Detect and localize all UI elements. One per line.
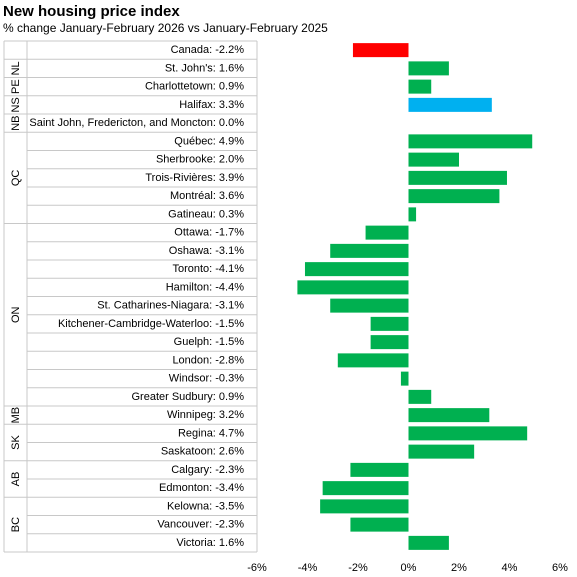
bar bbox=[337, 353, 409, 368]
group-label-mb: MB bbox=[10, 407, 22, 424]
category-label: Hamilton: -4.4% bbox=[166, 281, 244, 293]
category-label: Regina: 4.7% bbox=[178, 427, 244, 439]
category-label: St. Catharines-Niagara: -3.1% bbox=[97, 300, 244, 312]
bar bbox=[322, 481, 409, 496]
bar bbox=[408, 189, 500, 204]
x-tick-label: 2% bbox=[451, 562, 467, 574]
category-label: Greater Sudbury: 0.9% bbox=[131, 391, 244, 403]
category-label: Gatineau: 0.3% bbox=[168, 208, 244, 220]
bar bbox=[297, 280, 409, 295]
category-label: Victoria: 1.6% bbox=[176, 537, 244, 549]
row-separators bbox=[3, 40, 258, 553]
bar bbox=[408, 408, 490, 423]
category-label: Edmonton: -3.4% bbox=[159, 482, 244, 494]
bar bbox=[408, 170, 507, 185]
category-label: Sherbrooke: 2.0% bbox=[156, 154, 244, 166]
group-label-pe: PE bbox=[10, 79, 22, 94]
category-labels: Canada: -2.2% St. John's: 1.6% Charlotteto… bbox=[29, 44, 244, 549]
bar bbox=[408, 389, 432, 404]
bar bbox=[350, 462, 409, 477]
category-label: Halifax: 3.3% bbox=[179, 99, 244, 111]
category-label: Winnipeg: 3.2% bbox=[167, 409, 244, 421]
group-label-bc: BC bbox=[10, 517, 22, 532]
bar bbox=[330, 243, 409, 258]
x-tick-label: 6% bbox=[552, 562, 568, 574]
x-tick-label: -4% bbox=[298, 562, 318, 574]
category-label: Calgary: -2.3% bbox=[171, 464, 244, 476]
x-tick-label: -6% bbox=[247, 562, 267, 574]
x-tick-label: 4% bbox=[502, 562, 518, 574]
bar bbox=[370, 316, 409, 331]
province-group-labels: NL PE NS NB QC ON MB SK AB BC bbox=[10, 61, 22, 532]
category-label: Saskatoon: 2.6% bbox=[161, 446, 244, 458]
category-label: London: -2.8% bbox=[172, 354, 244, 366]
bar bbox=[408, 426, 528, 441]
bar bbox=[408, 61, 449, 76]
bar bbox=[408, 134, 533, 149]
group-label-nb: NB bbox=[10, 115, 22, 130]
group-label-ab: AB bbox=[10, 472, 22, 487]
group-label-sk: SK bbox=[10, 435, 22, 450]
bar bbox=[320, 499, 409, 514]
bar bbox=[350, 517, 409, 532]
bar bbox=[408, 152, 459, 167]
bar bbox=[304, 262, 409, 277]
category-label: Windsor: -0.3% bbox=[169, 373, 244, 385]
bar bbox=[330, 298, 409, 313]
category-label: Oshawa: -3.1% bbox=[169, 245, 244, 257]
category-label: Guelph: -1.5% bbox=[174, 336, 245, 348]
bar bbox=[400, 371, 409, 386]
category-label: St. John's: 1.6% bbox=[165, 62, 244, 74]
category-label: Vancouver: -2.3% bbox=[157, 519, 244, 531]
bar bbox=[408, 535, 449, 550]
bar bbox=[365, 225, 409, 240]
bar bbox=[408, 207, 417, 222]
bar bbox=[370, 335, 409, 350]
x-tick-label: 0% bbox=[401, 562, 417, 574]
group-label-on: ON bbox=[10, 306, 22, 323]
chart-subtitle: % change January-February 2026 vs Januar… bbox=[3, 21, 328, 35]
category-label: Kitchener-Cambridge-Waterloo: -1.5% bbox=[58, 318, 244, 330]
category-label: Toronto: -4.1% bbox=[172, 263, 244, 275]
category-label: Kelowna: -3.5% bbox=[167, 500, 244, 512]
bar bbox=[408, 444, 475, 459]
group-label-ns: NS bbox=[10, 97, 22, 112]
category-label: Ottawa: -1.7% bbox=[174, 227, 244, 239]
category-label: Saint John, Fredericton, and Moncton: 0.… bbox=[29, 117, 244, 129]
category-label: Canada: -2.2% bbox=[171, 44, 245, 56]
bars bbox=[297, 43, 533, 550]
group-label-nl: NL bbox=[10, 61, 22, 75]
category-label: Charlottetown: 0.9% bbox=[145, 81, 244, 93]
bar bbox=[408, 79, 432, 94]
category-label: Québec: 4.9% bbox=[174, 135, 244, 147]
bar bbox=[352, 43, 409, 58]
group-label-qc: QC bbox=[10, 170, 22, 187]
x-tick-label: -2% bbox=[348, 562, 368, 574]
chart-title: New housing price index bbox=[3, 3, 180, 20]
category-label: Trois-Rivières: 3.9% bbox=[145, 172, 244, 184]
category-label: Montréal: 3.6% bbox=[170, 190, 244, 202]
x-axis: -6% -4% -2% 0% 2% 4% 6% bbox=[247, 562, 568, 574]
bar bbox=[408, 97, 492, 112]
